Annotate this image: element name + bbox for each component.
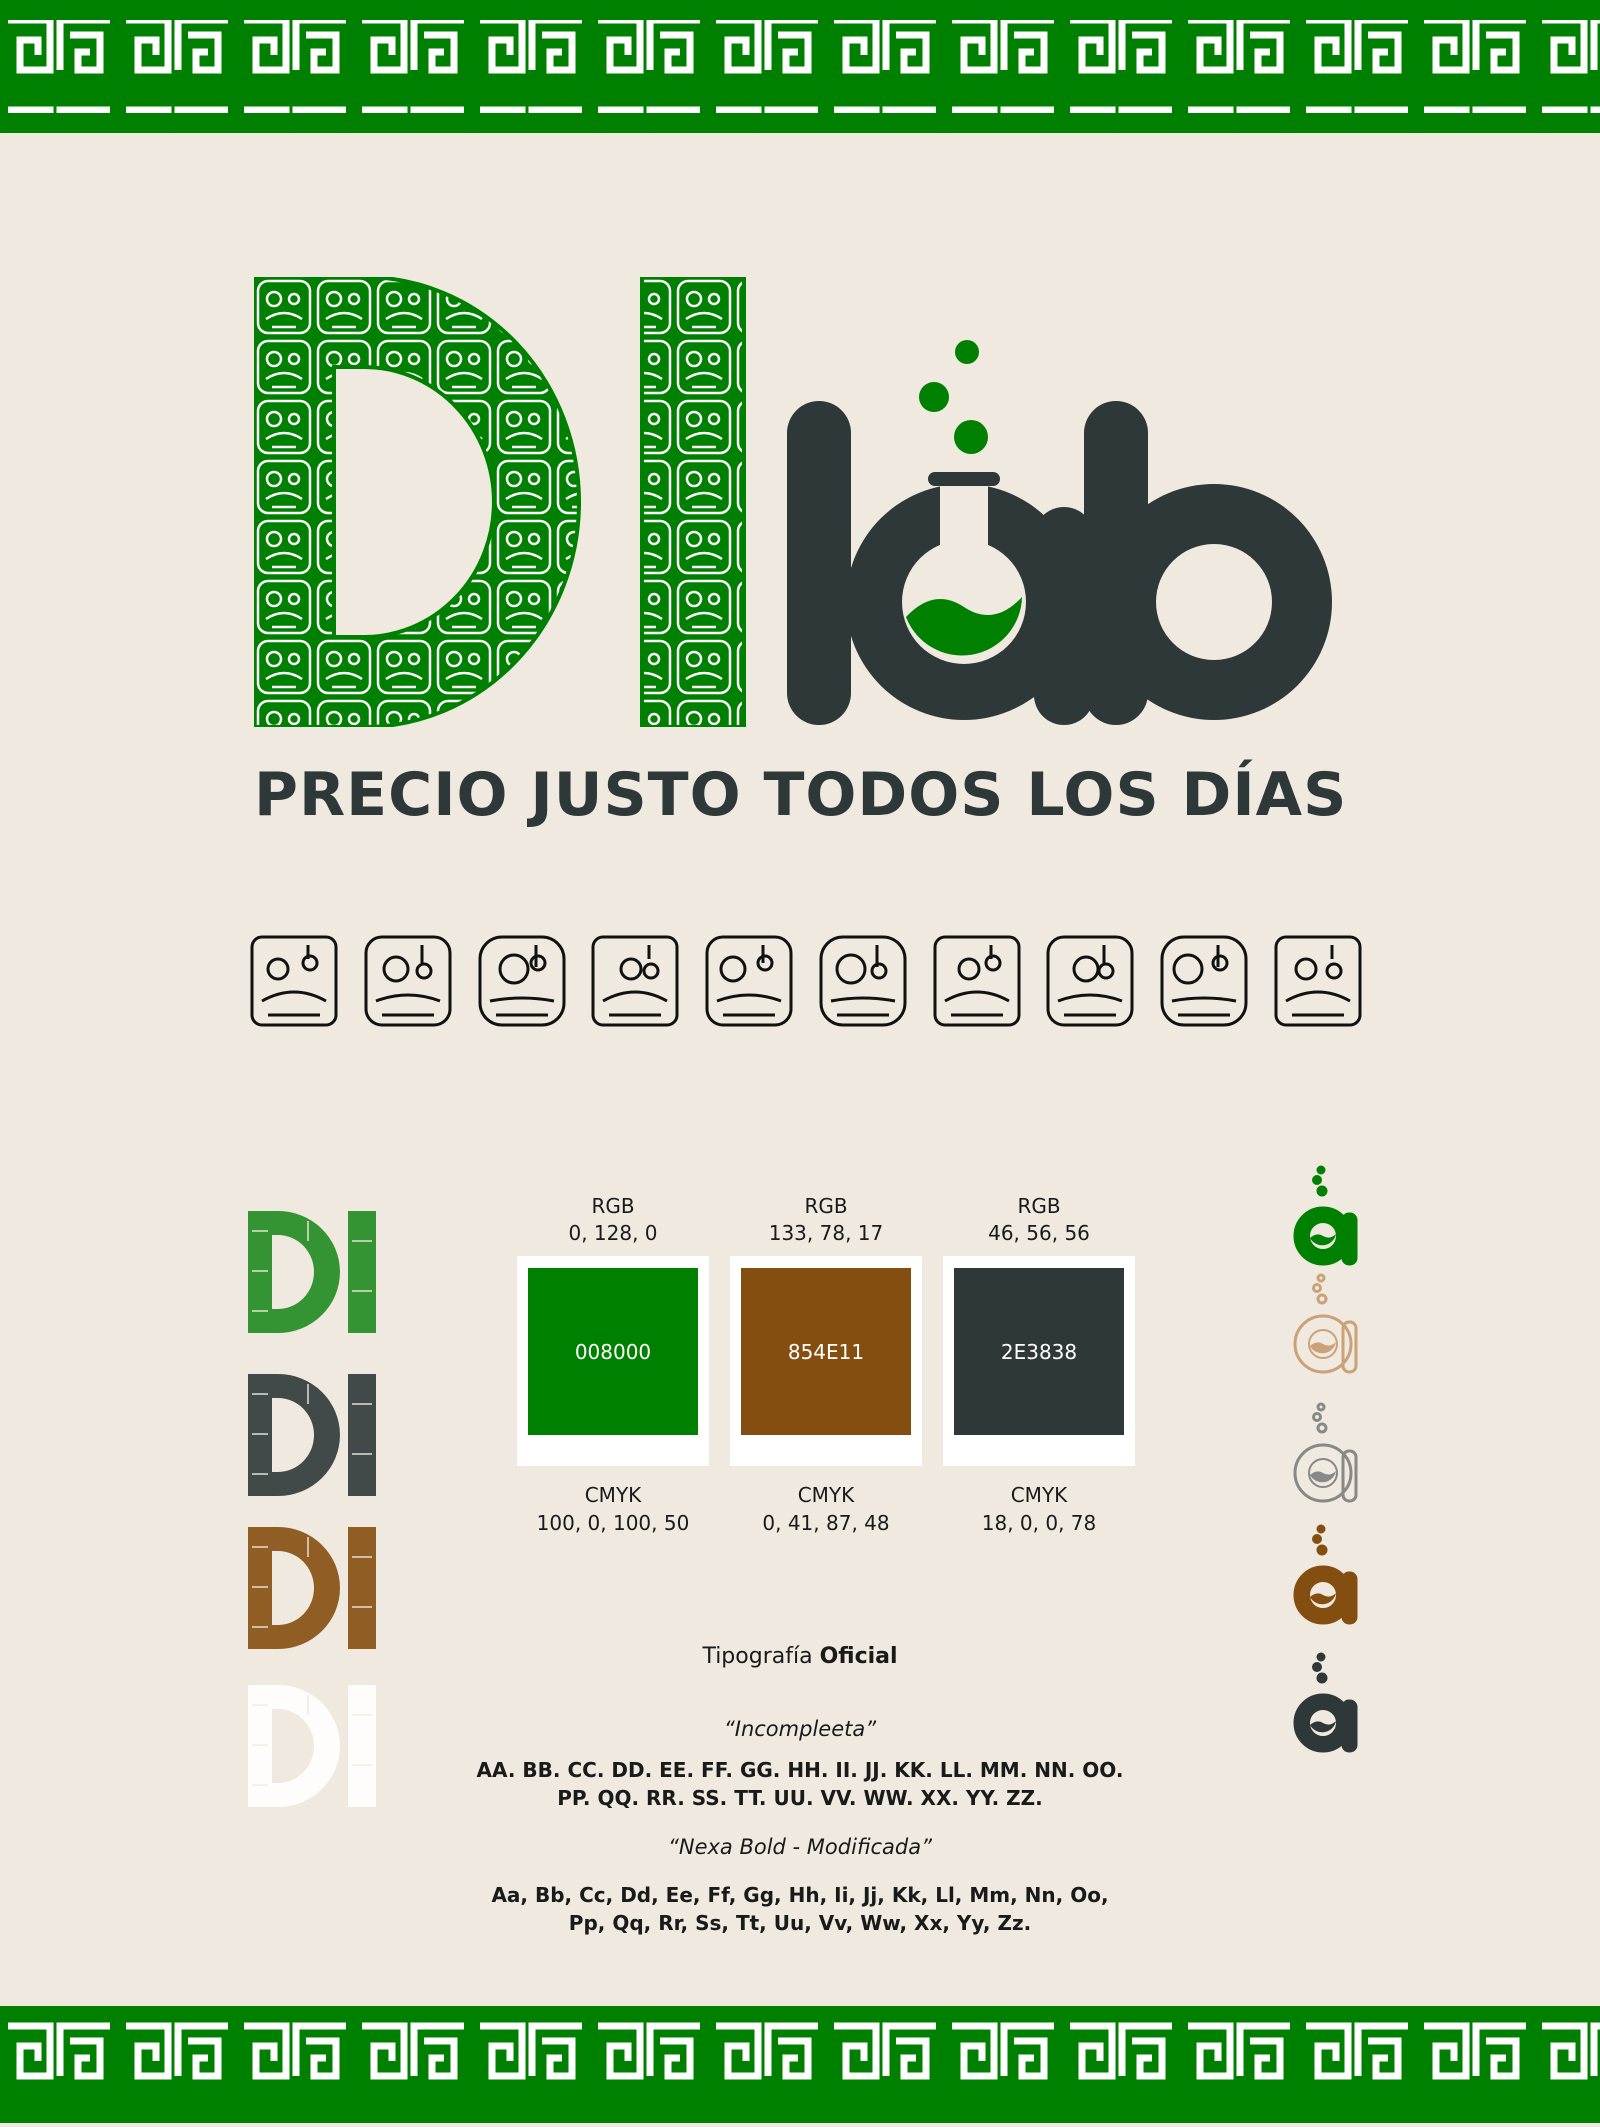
color-swatch-008000: RGB 0, 128, 0 008000 CMYK 100, 0, 100, 50 — [517, 1193, 709, 1535]
cmyk-label: CMYK — [797, 1483, 855, 1507]
logo — [252, 275, 1344, 729]
color-palette: RGB 0, 128, 0 008000 CMYK 100, 0, 100, 50 R… — [517, 1193, 1137, 1543]
top-border-pattern — [0, 0, 1600, 133]
maya-glyph-icon — [589, 931, 681, 1036]
swatch-hex: 008000 — [528, 1268, 698, 1435]
cmyk-label: CMYK — [584, 1483, 642, 1507]
font2-name: “Nexa Bold - Modificada” — [667, 1835, 933, 1859]
font1-name: “Incompleeta” — [723, 1717, 877, 1741]
cmyk-label: CMYK — [1010, 1483, 1068, 1507]
flask-a-icon-dark-filled — [1293, 1651, 1359, 1753]
glyph-row — [248, 931, 1364, 1036]
rgb-value: 0, 128, 0 — [568, 1221, 658, 1245]
cmyk-value: 18, 0, 0, 78 — [981, 1511, 1097, 1535]
mark-variant-di — [248, 1685, 376, 1843]
cmyk-value: 0, 41, 87, 48 — [762, 1511, 890, 1535]
typography-title-bold: Oficial — [819, 1644, 898, 1669]
flask-a-icon-gray-outline — [1293, 1401, 1359, 1523]
logo-tagline: PRECIO JUSTO TODOS LOS DÍAS — [254, 760, 1348, 830]
color-swatch-2E3838: RGB 46, 56, 56 2E3838 CMYK 18, 0, 0, 78 — [943, 1193, 1135, 1535]
typography-title: Tipografía Oficial — [400, 1644, 1200, 1669]
font1-sample-line1: AA. BB. CC. DD. EE. FF. GG. HH. II. JJ. … — [476, 1758, 1124, 1782]
logo-mark-di — [252, 275, 746, 729]
cmyk-value: 100, 0, 100, 50 — [536, 1511, 690, 1535]
maya-glyph-icon — [817, 931, 909, 1036]
maya-glyph-icon — [248, 931, 340, 1036]
color-swatch-854E11: RGB 133, 78, 17 854E11 CMYK 0, 41, 87, 48 — [730, 1193, 922, 1535]
flask-a-icon-brown-outline — [1293, 1272, 1359, 1401]
maya-glyph-icon — [703, 931, 795, 1036]
maya-glyph-icon — [1272, 931, 1364, 1036]
logo-word-lab — [787, 340, 1332, 725]
font1-sample-line2: PP. QQ. RR. SS. TT. UU. VV. WW. XX. YY. … — [557, 1786, 1043, 1810]
font2-sample-line2: Pp, Qq, Rr, Ss, Tt, Uu, Vv, Ww, Xx, Yy, … — [568, 1911, 1032, 1935]
icon-variants — [1293, 1164, 1359, 1753]
rgb-label: RGB — [804, 1194, 848, 1218]
swatch-card: 008000 — [517, 1256, 709, 1466]
maya-glyph-icon — [476, 931, 568, 1036]
typography-title-regular: Tipografía — [702, 1644, 813, 1669]
swatch-card: 2E3838 — [943, 1256, 1135, 1466]
mark-variant-di — [248, 1374, 376, 1527]
rgb-value: 46, 56, 56 — [988, 1221, 1090, 1245]
maya-glyph-icon — [362, 931, 454, 1036]
mark-variants — [248, 1211, 376, 1843]
maya-glyph-icon — [1044, 931, 1136, 1036]
maya-glyph-icon — [931, 931, 1023, 1036]
flask-a-icon-brown-filled — [1293, 1523, 1359, 1651]
mark-variant-di — [248, 1211, 376, 1374]
maya-glyph-icon — [1158, 931, 1250, 1036]
mark-variant-di — [248, 1527, 376, 1685]
flask-a-icon-green-filled — [1293, 1164, 1359, 1272]
rgb-value: 133, 78, 17 — [768, 1221, 884, 1245]
rgb-label: RGB — [1017, 1194, 1061, 1218]
swatch-card: 854E11 — [730, 1256, 922, 1466]
swatch-hex: 854E11 — [741, 1268, 911, 1435]
rgb-label: RGB — [591, 1194, 635, 1218]
font2-sample-line1: Aa, Bb, Cc, Dd, Ee, Ff, Gg, Hh, Ii, Jj, … — [491, 1883, 1109, 1907]
bottom-border-pattern — [0, 2006, 1600, 2123]
swatch-hex: 2E3838 — [954, 1268, 1124, 1435]
